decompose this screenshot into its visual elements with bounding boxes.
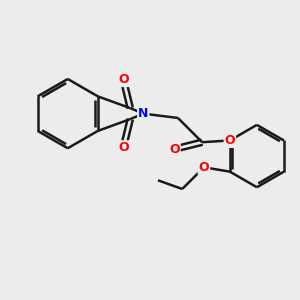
Text: N: N	[138, 107, 148, 120]
Text: O: O	[118, 73, 129, 86]
Text: O: O	[169, 142, 180, 156]
Text: O: O	[225, 134, 235, 147]
Text: O: O	[199, 161, 209, 174]
Text: O: O	[118, 141, 129, 154]
